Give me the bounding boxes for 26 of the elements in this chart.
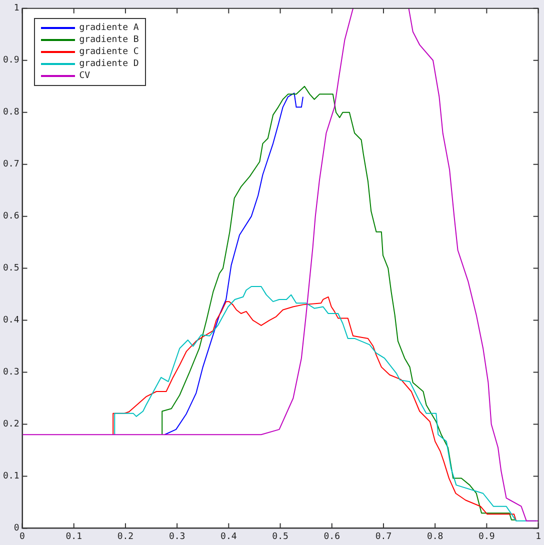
x-tick-label: 0.8 — [426, 532, 444, 542]
y-tick-label: 0.6 — [2, 212, 20, 222]
y-tick-label: 0.9 — [2, 56, 20, 66]
x-tick-label: 0.9 — [478, 532, 495, 542]
legend-label: gradiente B — [79, 34, 139, 46]
legend-label: gradiente C — [79, 46, 139, 58]
y-tick-label: 0.4 — [2, 316, 20, 326]
legend-label: gradiente A — [79, 22, 139, 34]
x-tick-label: 0.6 — [324, 532, 340, 542]
x-tick-label: 1 — [536, 532, 541, 542]
y-tick-label: 1 — [14, 4, 20, 14]
y-tick-label: 0.3 — [2, 368, 20, 378]
x-tick-label: 0.5 — [272, 532, 288, 542]
legend-label: CV — [79, 70, 90, 82]
x-tick-label: 0.4 — [220, 532, 237, 542]
legend-label: gradiente D — [79, 58, 139, 70]
y-tick-label: 0 — [14, 524, 20, 534]
y-tick-label: 0.7 — [2, 160, 20, 170]
x-tick-label: 0.7 — [375, 532, 392, 542]
y-tick-label: 0.5 — [2, 264, 20, 274]
y-tick-label: 0.8 — [2, 108, 20, 118]
x-tick-label: 0.1 — [66, 532, 82, 542]
x-tick-label: 0.2 — [117, 532, 134, 542]
x-tick-label: 0.3 — [168, 532, 186, 542]
y-tick-label: 0.1 — [2, 472, 20, 482]
y-tick-label: 0.2 — [2, 420, 20, 430]
